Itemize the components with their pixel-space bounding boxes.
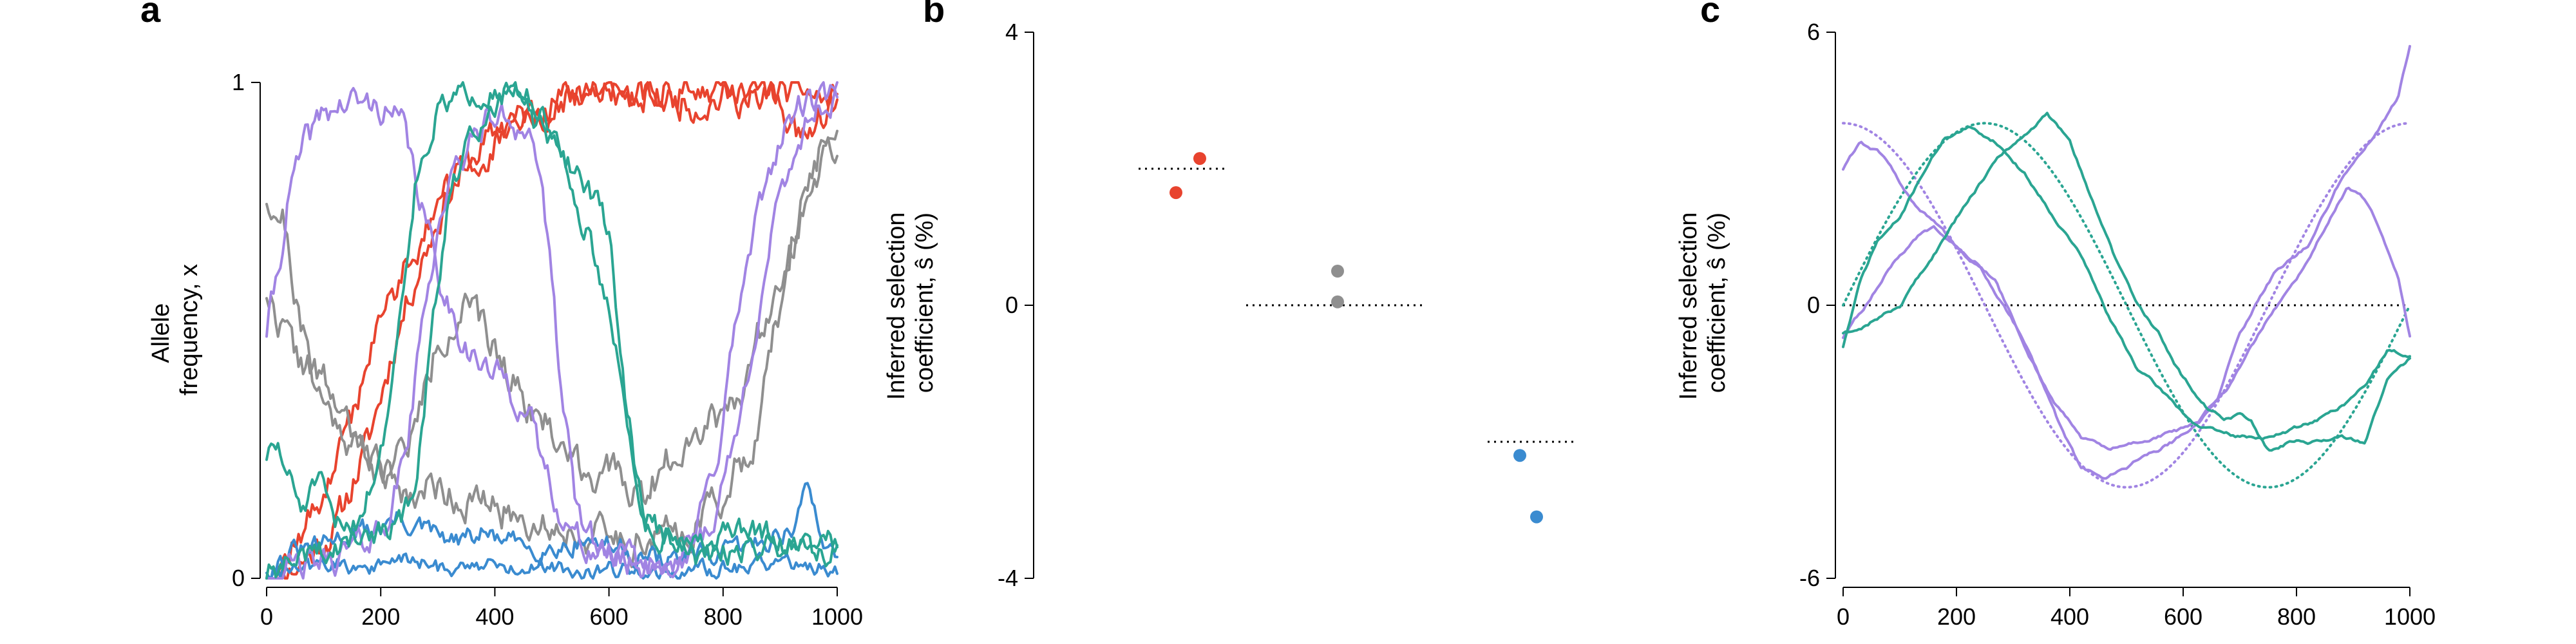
panel-a-axes: 0 1 0 200 400 600 800 1000	[232, 69, 863, 630]
panel-a-xtick-label: 0	[260, 603, 273, 630]
panel-b-estimate-beneficial	[1170, 186, 1182, 200]
panel-a-xtick-label: 400	[475, 603, 514, 630]
panel-a-ylabel: Allele frequency, x	[147, 264, 203, 395]
panel-c-letter: c	[1700, 0, 1720, 30]
panel-b-ylabel-line1: Inferred selection	[883, 213, 910, 401]
panel-a-trajectory-beneficial	[265, 81, 838, 580]
panel-a-trajectory-beneficial	[265, 81, 838, 580]
panel-a-trajectory-neutral	[265, 129, 838, 507]
panel-c-xtick-label: 600	[2164, 603, 2202, 630]
panel-b-estimate-deleterious	[1513, 449, 1526, 462]
panel-c-xtick-label: 400	[2050, 603, 2089, 630]
panel-b: b Inferred selection coefficient, ŝ (%) …	[883, 0, 1578, 591]
panel-a: a Allele frequency, x 0 1 0 200 400 600 800 100…	[140, 0, 863, 630]
panel-a-xtick-label: 800	[704, 603, 743, 630]
panel-c-xtick-label: 800	[2277, 603, 2316, 630]
panel-b-estimate-deleterious	[1530, 510, 1543, 524]
panel-c-ylabel: Inferred selection coefficient, ŝ (%)	[1675, 205, 1730, 400]
panel-b-ytick-label: -4	[998, 565, 1018, 591]
panel-a-ylabel-line1: Allele	[147, 303, 175, 363]
panel-b-ytick-label: 4	[1005, 19, 1018, 45]
panel-c: c Inferred selection coefficient, ŝ (%) …	[1675, 0, 2436, 630]
panel-b-ytick-label: 0	[1005, 292, 1018, 318]
panel-c-inferred-tvB	[1842, 111, 2411, 452]
panel-c-inferred-tvA	[1842, 44, 2411, 480]
panel-c-ytick-label: -6	[1799, 565, 1820, 591]
panel-c-ytick-label: 6	[1807, 19, 1820, 45]
panel-c-xtick-label: 1000	[2384, 603, 2436, 630]
panel-a-ylabel-line2: frequency, x	[176, 264, 203, 395]
panel-a-trajectory-tvB	[265, 81, 838, 566]
panel-c-trajectories	[1842, 44, 2411, 489]
panel-b-ylabel-line2: coefficient, ŝ (%)	[911, 213, 938, 393]
panel-a-xtick-label: 1000	[811, 603, 863, 630]
panel-a-ytick-label: 1	[232, 69, 245, 95]
panel-c-axes: -6 0 6 0 200 400 600 800 1000	[1799, 19, 2436, 630]
panel-a-ytick-label: 0	[232, 565, 245, 591]
panel-c-inferred-tvB	[1842, 126, 2411, 440]
panel-a-xtick-label: 600	[590, 603, 629, 630]
panel-b-letter: b	[923, 0, 945, 30]
panel-c-ylabel-line1: Inferred selection	[1675, 213, 1702, 401]
panel-a-xtick-label: 200	[361, 603, 400, 630]
panel-b-estimate-neutral	[1331, 265, 1344, 278]
panel-b-estimates	[1139, 152, 1578, 524]
panel-a-trajectory-deleterious	[265, 551, 838, 580]
panel-c-inferred-tvA	[1842, 140, 2411, 451]
panel-b-estimate-neutral	[1331, 295, 1344, 308]
panel-a-trajectory-tvA	[265, 87, 838, 578]
panel-b-ylabel: Inferred selection coefficient, ŝ (%)	[883, 205, 938, 400]
panel-b-axes: -4 0 4	[998, 19, 1034, 591]
panel-c-true-tvA	[1842, 122, 2411, 489]
panel-b-estimate-beneficial	[1193, 152, 1206, 166]
panel-a-letter: a	[140, 0, 161, 30]
panel-c-xtick-label: 200	[1937, 603, 1976, 630]
panel-a-trajectory-deleterious	[265, 482, 838, 580]
panel-c-ytick-label: 0	[1807, 292, 1820, 318]
panel-a-trajectory-tvB	[265, 81, 838, 580]
panel-a-trajectories	[265, 81, 838, 580]
panel-c-ylabel-line2: coefficient, ŝ (%)	[1703, 213, 1730, 393]
panel-c-xtick-label: 0	[1837, 603, 1850, 630]
